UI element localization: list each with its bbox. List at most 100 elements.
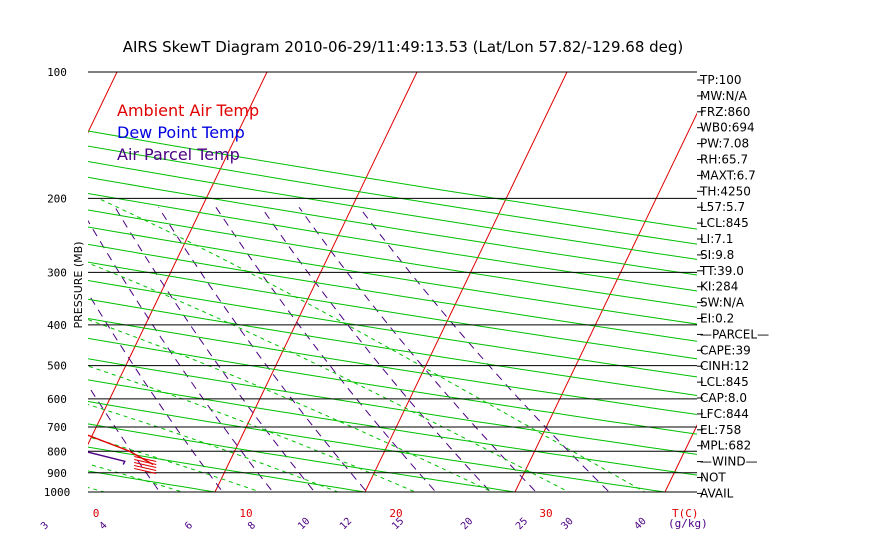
wind-barbs (134, 456, 157, 474)
index-label: AVAIL (700, 486, 734, 500)
legend-entry: Ambient Air Temp (117, 101, 259, 120)
moist-adiabat (88, 262, 570, 492)
mixing-ratio-tick: 10 (296, 516, 312, 532)
dry-adiabat (88, 243, 697, 342)
isotherm-line (514, 112, 697, 492)
pressure-tick-label: 700 (47, 421, 67, 434)
dry-adiabats (0, 72, 697, 501)
dry-adiabat (0, 72, 118, 501)
index-label: WB0:694 (700, 121, 755, 135)
temp-tick-bottom: 20 (389, 507, 402, 520)
mixing-ratio-unit: (g/kg) (668, 517, 708, 530)
index-label: EI:0.2 (700, 312, 734, 326)
index-label: RH:65.7 (700, 153, 748, 167)
mixing-ratio-tick: 4 (98, 520, 110, 532)
mixing-ratio-tick: 6 (183, 520, 195, 532)
index-label: MPL:682 (700, 439, 751, 453)
mixing-ratio-tick: 8 (246, 520, 258, 532)
legend-entry: Air Parcel Temp (117, 145, 240, 164)
isotherms (88, 72, 697, 492)
y-axis-label: PRESSURE (MB) (72, 242, 85, 329)
dry-adiabat (88, 176, 697, 276)
dry-adiabat (88, 358, 697, 455)
index-label: —PARCEL— (700, 327, 769, 341)
index-label: FRZ:860 (700, 105, 750, 119)
index-label: SI:9.8 (700, 248, 734, 262)
temp-tick-bottom: 0 (93, 507, 100, 520)
index-label: MW:N/A (700, 89, 748, 103)
isotherm-line (88, 72, 268, 446)
index-label: CAP:8.0 (700, 391, 747, 405)
moist-adiabat (88, 365, 417, 492)
index-label: CINH:12 (700, 359, 749, 373)
index-label: TP:100 (699, 73, 742, 87)
index-label: L57:5.7 (700, 200, 745, 214)
axis-labels: 1002003004005006007008009001000-50-40-30… (39, 66, 708, 532)
mixing-ratio-tick: 3 (39, 520, 51, 532)
index-label: MAXT:6.7 (700, 168, 756, 182)
index-label: LFC:844 (700, 407, 749, 421)
dry-adiabat (88, 192, 697, 292)
legend: Ambient Air Temp Dew Point Temp Air Parcel… (117, 101, 259, 164)
pressure-tick-label: 300 (47, 266, 67, 279)
pressure-tick-label: 100 (47, 66, 67, 79)
index-label: CAPE:39 (700, 343, 751, 357)
pressure-tick-label: 800 (47, 445, 67, 458)
dry-adiabat (88, 160, 697, 260)
mixing-ratio-line (298, 207, 537, 492)
index-label: EL:758 (700, 423, 741, 437)
index-label: KI:284 (700, 280, 738, 294)
moist-adiabat (88, 319, 494, 492)
mixing-ratio-line (0, 207, 21, 501)
wind-barb (134, 462, 157, 468)
moist-adiabat (88, 486, 107, 492)
moist-adiabat (88, 463, 185, 492)
dry-adiabat (88, 446, 369, 492)
pressure-tick-label: 500 (47, 360, 67, 373)
mixing-ratio-line (215, 207, 437, 492)
dry-adiabat (88, 470, 219, 492)
isotherm-line (664, 424, 697, 492)
moist-adiabat (98, 197, 646, 492)
mixing-ratio-line (0, 207, 80, 501)
index-label: TH:4250 (699, 184, 751, 198)
wind-barb (134, 456, 157, 462)
legend-entry: Dew Point Temp (117, 123, 245, 142)
index-label: PW:7.08 (700, 137, 749, 151)
index-label: LCL:845 (700, 216, 749, 230)
index-panel: TP:100 MW:N/A FRZ:860 WB0:694 PW:7.08 RH:65.7… (697, 73, 769, 500)
dry-adiabat (88, 401, 669, 492)
mixing-ratio-line (88, 384, 161, 492)
mixing-ratio-tick: 25 (514, 516, 530, 532)
chart-title: AIRS SkewT Diagram 2010-06-29/11:49:13.5… (123, 38, 684, 56)
dry-adiabat (88, 298, 697, 397)
mixing-ratio-line (158, 207, 368, 492)
dry-adiabat (88, 423, 519, 492)
moist-adiabats (88, 197, 646, 492)
pressure-lines (88, 71, 697, 493)
dry-adiabat (88, 317, 697, 416)
pressure-tick-label: 200 (47, 192, 67, 205)
index-label: SW:N/A (700, 296, 745, 310)
mixing-ratio-tick: 40 (632, 516, 648, 532)
wind-barb (134, 465, 157, 471)
isotherm-line (364, 72, 568, 492)
index-label: NOT (700, 471, 726, 485)
index-label: —WIND— (700, 455, 758, 469)
pressure-tick-label: 900 (47, 467, 67, 480)
index-label: LI:7.1 (700, 232, 733, 246)
wind-barb (134, 468, 157, 474)
index-label: TT:39.0 (699, 264, 744, 278)
mixing-ratio-line (114, 207, 316, 492)
temp-tick-bottom: 30 (539, 507, 552, 520)
mixing-ratio-tick: 20 (459, 516, 475, 532)
moist-adiabat (88, 403, 340, 492)
index-label: LCL:845 (700, 375, 749, 389)
mixing-ratio-tick: 12 (338, 516, 354, 532)
pressure-tick-label: 600 (47, 393, 67, 406)
mixing-ratio-line (260, 207, 492, 492)
mixing-ratio-line (359, 206, 610, 492)
dry-adiabat (88, 226, 697, 325)
temp-tick-bottom: 10 (239, 507, 252, 520)
